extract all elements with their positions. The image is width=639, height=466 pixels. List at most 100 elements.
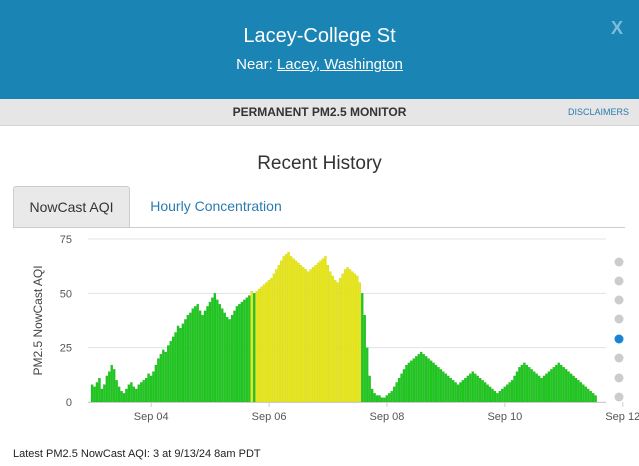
chart-bar	[164, 351, 167, 403]
chart-bar	[560, 364, 563, 403]
chart-bar	[366, 347, 369, 403]
chart-bar	[503, 386, 506, 403]
chart-bar	[321, 258, 325, 403]
near-location-link[interactable]: Lacey, Washington	[276, 56, 403, 73]
chart-bar	[351, 271, 354, 403]
chart-bar	[226, 317, 229, 403]
chart-bar	[235, 306, 239, 403]
chart-bar	[184, 319, 187, 403]
chart-tabs: NowCast AQI Hourly Concentration	[13, 186, 625, 228]
chart-bar	[93, 386, 96, 403]
chart-bar	[479, 377, 482, 403]
chart-bar	[311, 267, 315, 403]
chart-bar	[110, 364, 113, 403]
chart-bar	[307, 271, 310, 403]
chart-bar	[203, 310, 207, 403]
chart-bar	[390, 391, 393, 403]
chart-bar	[213, 293, 217, 403]
chart-bar	[191, 308, 194, 403]
chart-bar	[488, 386, 492, 403]
chart-bar	[383, 397, 386, 403]
chart-bar	[424, 356, 428, 403]
pager-dot[interactable]	[614, 257, 624, 267]
chart-bar	[216, 299, 219, 403]
chart-bar	[230, 314, 234, 403]
chart-bar	[117, 386, 121, 403]
chart-bar	[447, 375, 450, 403]
chart-bar	[208, 301, 212, 403]
pager-dot[interactable]	[614, 276, 624, 286]
chart-bar	[557, 362, 560, 403]
pager-dot[interactable]	[614, 334, 624, 344]
chart-bar	[287, 251, 290, 403]
y-tick-label: 50	[60, 288, 72, 300]
chart-bar	[284, 254, 288, 403]
chart-bar	[90, 384, 94, 403]
chart-bar	[432, 362, 435, 403]
chart-bar	[574, 377, 578, 403]
chart-bar	[353, 273, 357, 403]
chart-bar	[299, 264, 303, 403]
chart-bar	[545, 373, 548, 403]
pager-dot[interactable]	[614, 373, 624, 383]
chart-bar	[238, 304, 241, 403]
pager-dot[interactable]	[614, 295, 624, 305]
chart-bar	[493, 391, 497, 403]
chart-bar	[407, 362, 411, 403]
chart-bar	[169, 341, 172, 403]
x-tick-label: Sep 06	[252, 411, 287, 423]
chart-bar	[444, 373, 447, 403]
chart-bar	[378, 395, 381, 403]
chart-bar	[253, 293, 256, 403]
chart-bar	[555, 364, 558, 403]
chart-bar	[530, 369, 533, 403]
chart-bar	[103, 384, 106, 403]
pager-dot[interactable]	[614, 314, 624, 324]
chart-bar	[152, 371, 155, 403]
chart-bar	[528, 367, 531, 403]
chart-bar	[174, 332, 177, 403]
chart-bar	[108, 371, 111, 403]
chart-bar	[326, 264, 330, 403]
site-title: Lacey-College St	[243, 25, 396, 47]
chart-bar	[572, 375, 575, 403]
chart-bar	[402, 369, 406, 403]
chart-bar	[125, 388, 128, 403]
close-icon[interactable]: X	[610, 18, 623, 38]
pager-dot[interactable]	[614, 353, 624, 363]
tab-nowcast-aqi[interactable]: NowCast AQI	[13, 186, 130, 227]
chart-bar	[262, 284, 266, 403]
chart-bar	[491, 388, 494, 403]
chart-bar	[483, 382, 487, 403]
chart-bar	[186, 314, 190, 403]
chart-bar	[540, 377, 543, 403]
near-label: Near:	[236, 56, 273, 73]
chart-bar	[198, 310, 202, 403]
chart-bar	[501, 388, 504, 403]
chart-bar	[211, 297, 214, 403]
pager-dot[interactable]	[614, 392, 624, 402]
chart-bar	[233, 310, 236, 403]
y-tick-label: 75	[60, 234, 72, 246]
chart-bar	[520, 364, 524, 403]
chart-bar	[550, 369, 553, 403]
chart-bar	[132, 386, 136, 403]
chart-bar	[427, 358, 430, 403]
tab-hourly-concentration[interactable]: Hourly Concentration	[150, 198, 282, 214]
chart-bar	[250, 291, 253, 403]
chart-bar	[122, 393, 126, 403]
chart-bar	[451, 380, 455, 403]
section-title: Recent History	[257, 153, 382, 174]
chart-bar	[98, 377, 101, 403]
chart-bar	[417, 354, 420, 403]
chart-bar	[179, 328, 182, 403]
chart-bar	[442, 371, 445, 403]
chart-bar	[564, 369, 568, 403]
chart-bar	[523, 362, 526, 403]
disclaimers-link[interactable]: DISCLAIMERS	[567, 107, 629, 117]
chart-bar	[149, 375, 153, 403]
chart-bar	[466, 375, 470, 403]
x-tick-label: Sep 12	[605, 411, 639, 423]
chart-bar	[243, 299, 246, 403]
chart-bar	[176, 325, 180, 403]
